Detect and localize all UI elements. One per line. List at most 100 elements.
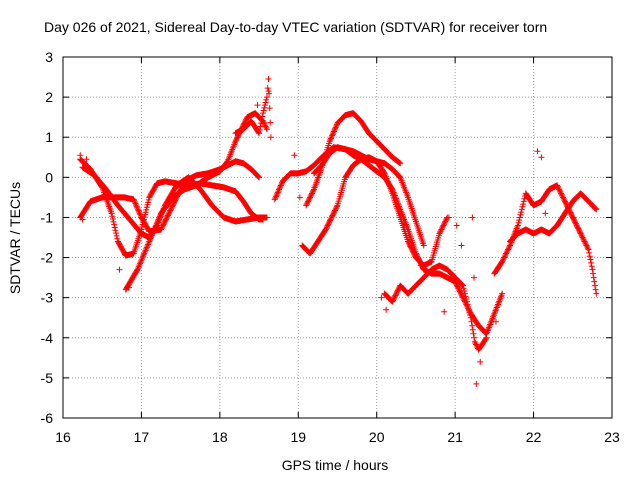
data-point xyxy=(291,152,298,159)
data-point xyxy=(333,122,340,129)
data-point xyxy=(125,284,132,291)
data-point xyxy=(331,127,338,134)
data-point xyxy=(261,104,268,111)
data-point xyxy=(151,225,158,232)
data-point xyxy=(155,216,162,223)
data-point xyxy=(439,223,446,230)
plot-frame xyxy=(62,56,613,419)
data-point xyxy=(469,322,476,329)
data-point xyxy=(324,222,331,229)
x-tick-label: 18 xyxy=(212,429,228,445)
data-point xyxy=(441,221,448,228)
data-point xyxy=(169,202,176,209)
data-point xyxy=(460,285,467,292)
data-point xyxy=(461,287,468,294)
x-tick-label: 21 xyxy=(447,429,463,445)
data-point xyxy=(259,110,266,117)
data-point xyxy=(153,222,160,229)
data-point xyxy=(577,229,584,236)
data-point xyxy=(436,230,443,237)
y-tick-label: -2 xyxy=(41,250,54,266)
data-point xyxy=(558,191,565,198)
data-point xyxy=(327,216,334,223)
data-point xyxy=(136,210,143,217)
data-point xyxy=(233,135,240,142)
data-point xyxy=(330,128,337,135)
data-point xyxy=(234,134,241,141)
data-point xyxy=(258,120,265,127)
data-point xyxy=(158,225,165,232)
data-point xyxy=(132,201,139,208)
data-point xyxy=(332,124,339,131)
data-point xyxy=(261,122,268,129)
data-point xyxy=(273,192,280,199)
y-tick-label: -3 xyxy=(41,290,54,306)
data-point xyxy=(134,266,141,273)
x-tick-label: 20 xyxy=(369,429,385,445)
data-point xyxy=(108,210,115,217)
data-point xyxy=(515,219,522,226)
data-point xyxy=(483,334,490,341)
data-point xyxy=(473,341,480,348)
data-point xyxy=(263,94,270,101)
data-point xyxy=(502,251,509,258)
data-point xyxy=(148,232,155,239)
data-point xyxy=(380,169,387,176)
data-point xyxy=(556,187,563,194)
data-point xyxy=(242,117,249,124)
data-point xyxy=(307,194,314,201)
data-point xyxy=(556,186,563,193)
data-point xyxy=(150,228,157,235)
data-point xyxy=(505,246,512,253)
y-tick-label: 1 xyxy=(45,129,53,145)
data-point xyxy=(161,218,168,225)
x-tick-label: 16 xyxy=(55,429,71,445)
y-tick-label: 0 xyxy=(45,169,53,185)
x-tick-label: 19 xyxy=(290,429,306,445)
data-point xyxy=(397,160,404,167)
data-point xyxy=(325,221,332,228)
data-point xyxy=(143,244,150,251)
data-point xyxy=(135,263,142,270)
data-point xyxy=(168,204,175,211)
data-point xyxy=(328,134,335,141)
data-point xyxy=(275,188,282,195)
data-point xyxy=(330,211,337,218)
data-point xyxy=(328,215,335,222)
data-point xyxy=(582,241,589,248)
data-point xyxy=(133,203,140,210)
data-point xyxy=(135,265,142,272)
data-point xyxy=(437,229,444,236)
data-point xyxy=(471,334,478,341)
data-point xyxy=(329,132,336,139)
data-point xyxy=(111,221,118,228)
data-point xyxy=(307,193,314,200)
data-point xyxy=(139,254,146,261)
data-point xyxy=(437,227,444,234)
y-axis-label: SDTVAR / TECUs xyxy=(7,182,23,294)
data-point xyxy=(163,215,170,222)
data-point xyxy=(111,224,118,231)
data-point xyxy=(583,242,590,249)
data-point xyxy=(149,229,156,236)
data-point xyxy=(164,213,171,220)
data-point xyxy=(442,218,449,225)
data-point xyxy=(584,245,591,252)
data-point xyxy=(140,253,147,260)
y-tick-labels: -6 -5 -4 -3 -2 -1 0 1 2 3 xyxy=(41,49,54,426)
data-point xyxy=(327,136,334,143)
data-point xyxy=(500,255,507,262)
data-point xyxy=(465,306,472,313)
data-point xyxy=(327,135,334,142)
data-point xyxy=(112,227,119,234)
data-point xyxy=(323,223,330,230)
data-point xyxy=(137,211,144,218)
data-point xyxy=(467,314,474,321)
data-point xyxy=(470,274,477,281)
data-point xyxy=(304,199,311,206)
data-point xyxy=(323,225,330,232)
data-point xyxy=(554,182,561,189)
data-point xyxy=(328,213,335,220)
data-point xyxy=(577,230,584,237)
data-point xyxy=(145,241,152,248)
